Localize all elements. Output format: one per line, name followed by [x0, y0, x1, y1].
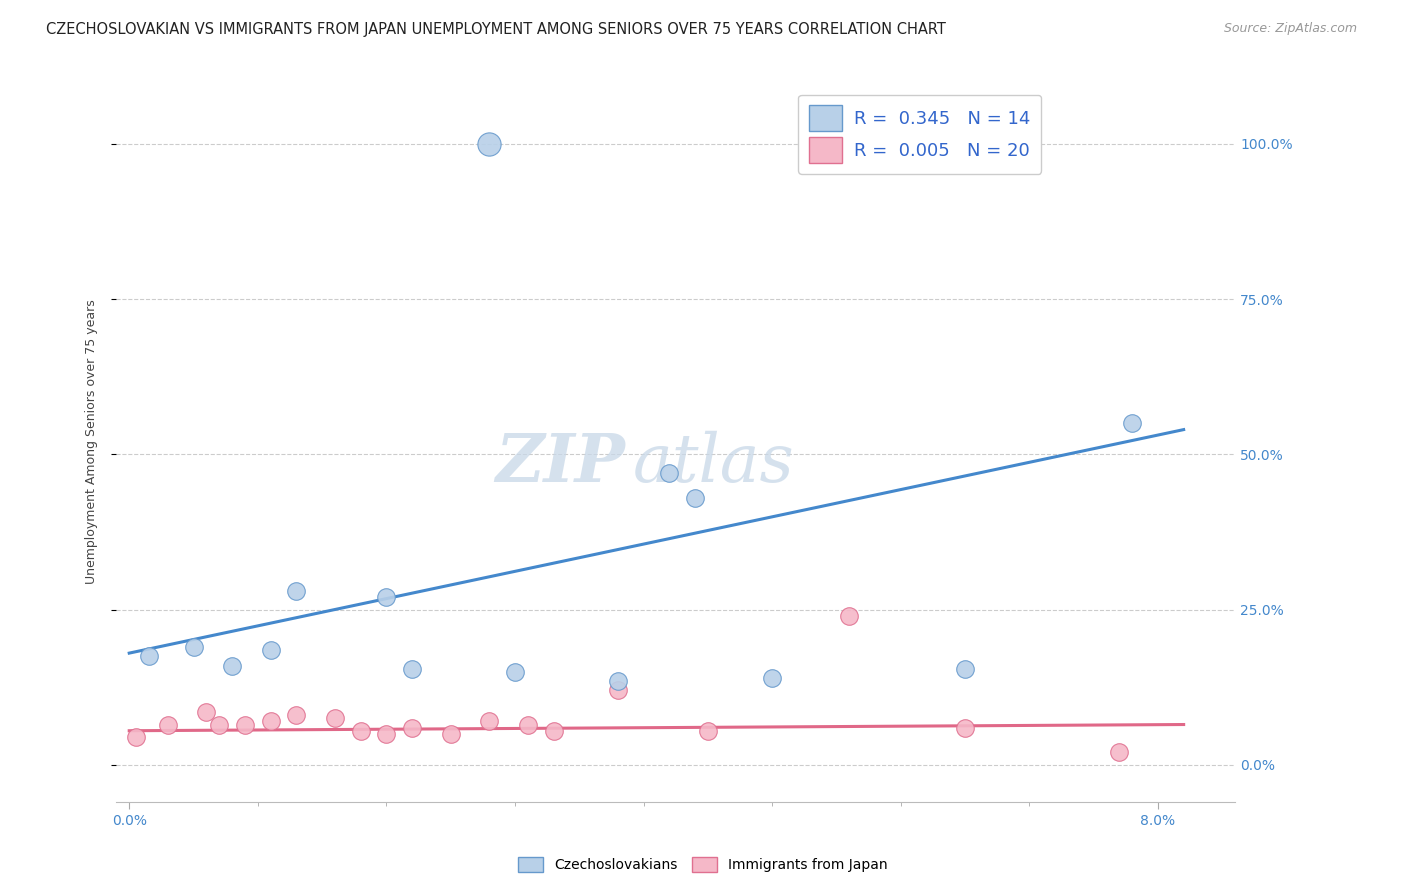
Point — [260, 643, 283, 657]
Point — [221, 658, 243, 673]
Point — [606, 674, 628, 689]
Text: Source: ZipAtlas.com: Source: ZipAtlas.com — [1223, 22, 1357, 36]
Point — [543, 723, 565, 738]
Point — [478, 136, 501, 151]
Point — [478, 714, 501, 729]
Text: ZIP: ZIP — [495, 431, 626, 496]
Point — [953, 721, 976, 735]
Point — [156, 717, 179, 731]
Legend: R =  0.345   N = 14, R =  0.005   N = 20: R = 0.345 N = 14, R = 0.005 N = 20 — [799, 95, 1042, 174]
Point — [516, 717, 538, 731]
Point — [401, 721, 423, 735]
Point — [1108, 746, 1130, 760]
Legend: Czechoslovakians, Immigrants from Japan: Czechoslovakians, Immigrants from Japan — [513, 852, 893, 878]
Point — [375, 591, 398, 605]
Point — [440, 727, 463, 741]
Point — [953, 662, 976, 676]
Point — [375, 727, 398, 741]
Point — [401, 662, 423, 676]
Point — [503, 665, 526, 679]
Point — [658, 466, 681, 480]
Point — [350, 723, 373, 738]
Text: CZECHOSLOVAKIAN VS IMMIGRANTS FROM JAPAN UNEMPLOYMENT AMONG SENIORS OVER 75 YEAR: CZECHOSLOVAKIAN VS IMMIGRANTS FROM JAPAN… — [46, 22, 946, 37]
Text: atlas: atlas — [633, 431, 794, 496]
Point — [761, 671, 783, 685]
Point — [285, 708, 308, 723]
Point — [195, 705, 218, 719]
Point — [233, 717, 256, 731]
Point — [285, 584, 308, 599]
Point — [838, 608, 860, 623]
Point — [208, 717, 231, 731]
Point — [260, 714, 283, 729]
Point — [696, 723, 718, 738]
Point — [124, 730, 146, 744]
Point — [183, 640, 205, 654]
Point — [683, 491, 706, 505]
Point — [1121, 417, 1143, 431]
Point — [323, 711, 346, 725]
Point — [606, 683, 628, 698]
Point — [138, 649, 160, 664]
Y-axis label: Unemployment Among Seniors over 75 years: Unemployment Among Seniors over 75 years — [86, 300, 98, 584]
